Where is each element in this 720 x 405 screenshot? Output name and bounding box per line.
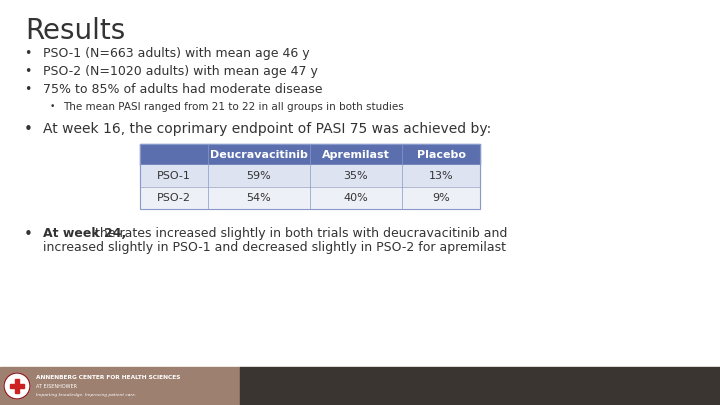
Text: PSO-1: PSO-1 [157, 171, 191, 181]
Bar [402, 187, 480, 209]
Bar [208, 144, 310, 165]
Text: At week 16, the coprimary endpoint of PASI 75 was achieved by:: At week 16, the coprimary endpoint of PA… [43, 122, 491, 136]
Bar [140, 187, 208, 209]
Bar [140, 144, 480, 209]
Bar [0, 367, 240, 405]
Text: •: • [24, 122, 32, 137]
Text: Deucravacitinib: Deucravacitinib [210, 149, 308, 160]
Bar [402, 144, 480, 165]
Bar [402, 165, 480, 187]
Bar [140, 165, 208, 187]
Text: the rates increased slightly in both trials with deucravacitinib and: the rates increased slightly in both tri… [91, 227, 508, 240]
Bar [208, 165, 310, 187]
Text: 9%: 9% [432, 193, 450, 203]
Text: •: • [24, 47, 32, 60]
Bar [240, 367, 720, 405]
Text: 54%: 54% [247, 193, 271, 203]
Text: Imparting knowledge. Improving patient care.: Imparting knowledge. Improving patient c… [36, 393, 136, 397]
Bar [310, 187, 402, 209]
Text: 35%: 35% [343, 171, 369, 181]
Text: PSO-1 (N=663 adults) with mean age 46 y: PSO-1 (N=663 adults) with mean age 46 y [43, 47, 310, 60]
Text: The mean PASI ranged from 21 to 22 in all groups in both studies: The mean PASI ranged from 21 to 22 in al… [63, 102, 404, 112]
Text: Placebo: Placebo [416, 149, 466, 160]
Text: At week 24,: At week 24, [43, 227, 126, 240]
Bar [15, 379, 19, 393]
Text: 13%: 13% [428, 171, 454, 181]
Text: 40%: 40% [343, 193, 369, 203]
Text: Apremilast: Apremilast [322, 149, 390, 160]
Text: AT EISENHOWER: AT EISENHOWER [36, 384, 77, 389]
Text: Results: Results [25, 17, 125, 45]
Text: 75% to 85% of adults had moderate disease: 75% to 85% of adults had moderate diseas… [43, 83, 323, 96]
Text: 59%: 59% [247, 171, 271, 181]
Bar [208, 187, 310, 209]
Bar [140, 144, 208, 165]
Bar [310, 144, 402, 165]
Bar [10, 384, 24, 388]
Bar [310, 165, 402, 187]
Text: PSO-2 (N=1020 adults) with mean age 47 y: PSO-2 (N=1020 adults) with mean age 47 y [43, 65, 318, 78]
Text: •: • [24, 65, 32, 78]
Text: •: • [24, 227, 32, 242]
Text: PSO-2: PSO-2 [157, 193, 191, 203]
Text: •: • [24, 83, 32, 96]
Text: increased slightly in PSO-1 and decreased slightly in PSO-2 for apremilast: increased slightly in PSO-1 and decrease… [43, 241, 506, 254]
Circle shape [4, 373, 30, 399]
Text: •: • [49, 102, 55, 111]
Text: ANNENBERG CENTER FOR HEALTH SCIENCES: ANNENBERG CENTER FOR HEALTH SCIENCES [36, 375, 181, 380]
